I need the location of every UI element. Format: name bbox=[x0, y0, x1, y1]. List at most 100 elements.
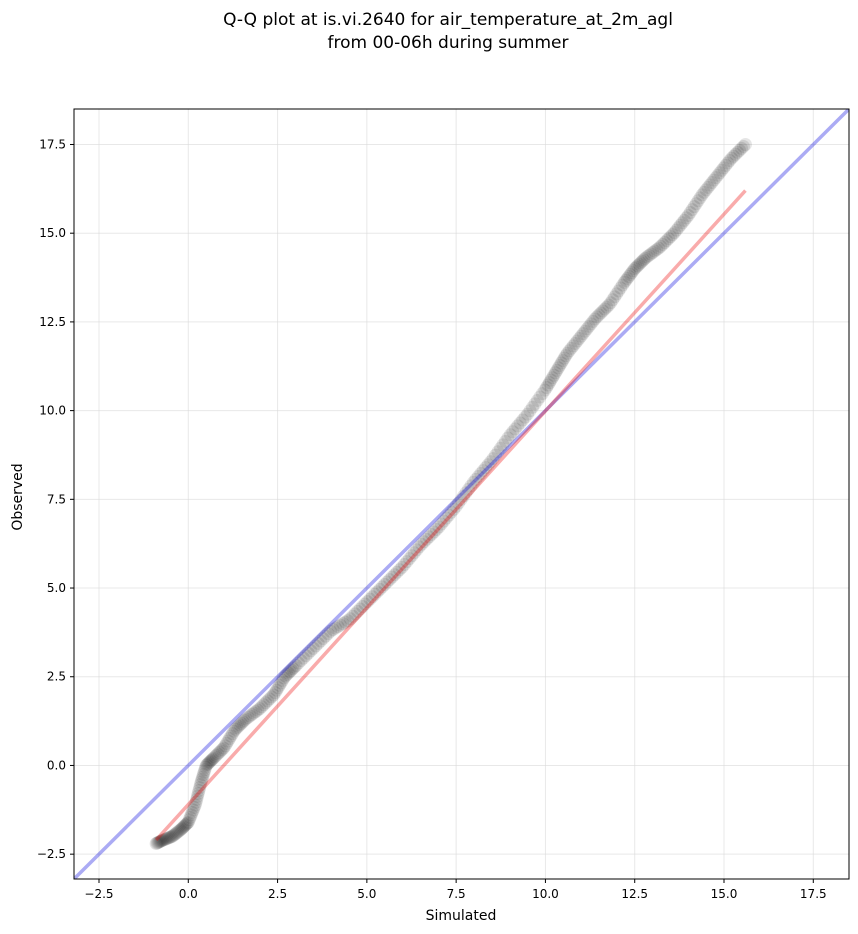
data-point bbox=[544, 373, 558, 387]
data-point bbox=[395, 560, 409, 574]
data-point bbox=[705, 176, 719, 190]
data-point bbox=[432, 520, 446, 534]
data-point bbox=[392, 563, 406, 577]
data-point bbox=[173, 823, 187, 837]
data-point bbox=[321, 627, 335, 641]
data-point bbox=[459, 486, 473, 500]
y-tick-label: 7.5 bbox=[47, 492, 66, 506]
data-point bbox=[338, 615, 352, 629]
data-point bbox=[447, 502, 461, 516]
data-point bbox=[268, 686, 282, 700]
data-point bbox=[669, 223, 683, 237]
data-point bbox=[542, 376, 556, 390]
data-point bbox=[360, 595, 374, 609]
data-point bbox=[501, 431, 515, 445]
data-point bbox=[259, 696, 273, 710]
data-point bbox=[631, 259, 645, 273]
data-point bbox=[251, 703, 265, 717]
data-point bbox=[370, 585, 384, 599]
data-point bbox=[328, 621, 342, 635]
data-point bbox=[202, 755, 216, 769]
data-point bbox=[518, 410, 532, 424]
data-point bbox=[619, 273, 633, 287]
data-point bbox=[548, 366, 562, 380]
data-point bbox=[614, 281, 628, 295]
data-point bbox=[557, 351, 571, 365]
data-point bbox=[523, 404, 537, 418]
data-point bbox=[299, 649, 313, 663]
x-tick-label: 15.0 bbox=[711, 887, 738, 901]
data-point bbox=[646, 246, 660, 260]
y-tick-label: 12.5 bbox=[39, 315, 66, 329]
data-point bbox=[576, 327, 590, 341]
data-point bbox=[677, 213, 691, 227]
data-point bbox=[199, 758, 213, 772]
data-point bbox=[247, 706, 261, 720]
data-point bbox=[687, 200, 701, 214]
data-point bbox=[150, 836, 164, 850]
data-point bbox=[200, 757, 214, 771]
data-point bbox=[149, 837, 163, 851]
data-point bbox=[228, 722, 242, 736]
data-point bbox=[184, 808, 198, 822]
chart-title: Q-Q plot at is.vi.2640 for air_temperatu… bbox=[223, 10, 673, 30]
data-point bbox=[209, 748, 223, 762]
data-point bbox=[650, 243, 664, 257]
data-point bbox=[469, 472, 483, 486]
data-point bbox=[196, 770, 210, 784]
data-point bbox=[545, 371, 559, 385]
data-point bbox=[365, 590, 379, 604]
data-point bbox=[667, 226, 681, 240]
data-point bbox=[709, 171, 723, 185]
fit-line bbox=[154, 189, 747, 842]
x-tick-label: 17.5 bbox=[800, 887, 827, 901]
data-point bbox=[214, 744, 228, 758]
data-point bbox=[479, 461, 493, 475]
data-point bbox=[703, 178, 717, 192]
data-point bbox=[628, 262, 642, 276]
data-point bbox=[217, 741, 231, 755]
data-point bbox=[231, 719, 245, 733]
data-point bbox=[513, 416, 527, 430]
data-point bbox=[675, 216, 689, 230]
data-point bbox=[664, 230, 678, 244]
data-point bbox=[385, 570, 399, 584]
data-point bbox=[452, 496, 466, 510]
identity-line bbox=[74, 109, 849, 879]
data-point bbox=[562, 344, 576, 358]
data-point bbox=[425, 527, 439, 541]
data-point bbox=[635, 254, 649, 268]
data-point bbox=[178, 818, 192, 832]
x-tick-label: 0.0 bbox=[179, 887, 198, 901]
data-point bbox=[660, 234, 674, 248]
data-point bbox=[608, 290, 622, 304]
data-point bbox=[415, 537, 429, 551]
data-point bbox=[265, 690, 279, 704]
data-point bbox=[454, 493, 468, 507]
plot-frame bbox=[73, 108, 850, 880]
data-point bbox=[363, 592, 377, 606]
data-point bbox=[644, 247, 658, 261]
data-point bbox=[263, 692, 277, 706]
data-point bbox=[476, 464, 490, 478]
data-point bbox=[287, 660, 301, 674]
data-point bbox=[162, 831, 176, 845]
data-point bbox=[410, 543, 424, 557]
data-point bbox=[588, 312, 602, 326]
data-point bbox=[489, 448, 503, 462]
data-point bbox=[208, 750, 222, 764]
data-point bbox=[177, 819, 191, 833]
data-point bbox=[471, 469, 485, 483]
data-point bbox=[592, 308, 606, 322]
data-point bbox=[294, 654, 308, 668]
data-point bbox=[685, 203, 699, 217]
data-point bbox=[584, 317, 598, 331]
data-point bbox=[194, 775, 208, 789]
data-point bbox=[237, 713, 251, 727]
data-point bbox=[671, 221, 685, 235]
data-point bbox=[632, 257, 646, 271]
data-point bbox=[634, 256, 648, 270]
data-point bbox=[620, 271, 634, 285]
x-tick-label: 10.0 bbox=[532, 887, 559, 901]
data-point bbox=[598, 302, 612, 316]
